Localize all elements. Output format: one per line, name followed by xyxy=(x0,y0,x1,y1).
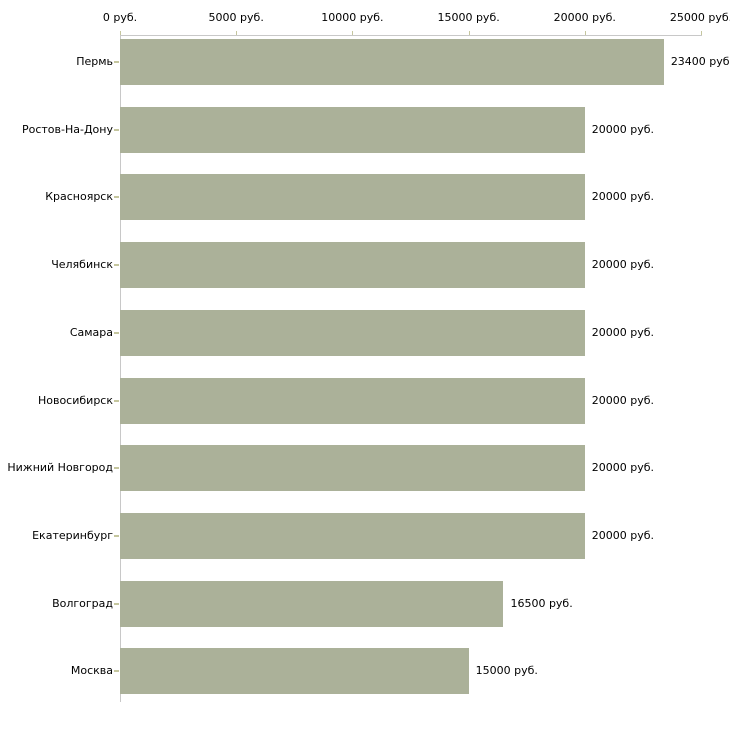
category-label: Челябинск xyxy=(51,258,113,272)
x-tick-label: 10000 руб. xyxy=(321,11,384,24)
x-tick-label: 5000 руб. xyxy=(208,11,264,24)
y-axis-tick xyxy=(114,61,119,63)
category-label: Москва xyxy=(70,664,113,678)
bar xyxy=(120,242,585,289)
x-tick-label: 20000 руб. xyxy=(553,11,616,24)
value-label: 20000 руб. xyxy=(591,528,655,542)
x-axis-line xyxy=(120,35,702,36)
y-axis-tick xyxy=(114,670,119,673)
value-label: 20000 руб. xyxy=(591,461,655,475)
x-axis-tick xyxy=(352,31,354,35)
bar xyxy=(120,377,585,424)
value-label: 20000 руб. xyxy=(591,325,655,339)
y-axis-tick xyxy=(114,196,119,199)
value-label: 20000 руб. xyxy=(591,190,655,204)
x-axis-tick xyxy=(468,31,470,35)
bar xyxy=(120,445,585,492)
value-label: 23400 руб. xyxy=(670,55,730,68)
y-axis-tick xyxy=(114,331,119,334)
category-label: Новосибирск xyxy=(37,393,113,407)
x-tick-label: 15000 руб. xyxy=(437,11,500,24)
category-label: Красноярск xyxy=(45,190,113,204)
value-label: 20000 руб. xyxy=(591,393,655,407)
value-label: 15000 руб. xyxy=(475,664,538,678)
x-tick-label: 25000 руб. xyxy=(669,11,730,24)
category-label: Екатеринбург xyxy=(32,528,113,542)
y-axis-tick xyxy=(114,467,119,470)
category-label: Самара xyxy=(69,325,113,339)
x-axis-tick xyxy=(701,31,702,35)
y-axis-tick xyxy=(114,602,119,605)
y-axis-tick xyxy=(114,128,119,131)
category-label: Ростов-На-Дону xyxy=(21,122,113,136)
y-axis-tick xyxy=(114,399,119,402)
y-axis-line xyxy=(120,35,121,702)
x-axis-tick xyxy=(584,31,586,35)
category-label: Нижний Новгород xyxy=(7,461,113,475)
y-axis-tick xyxy=(114,534,119,537)
bar xyxy=(120,309,585,356)
bar xyxy=(120,580,504,627)
bar xyxy=(120,648,469,695)
category-label: Пермь xyxy=(76,55,113,68)
category-label: Волгоград xyxy=(52,596,113,610)
x-axis-tick xyxy=(120,31,121,35)
value-label: 20000 руб. xyxy=(591,258,655,272)
x-tick-label: 0 руб. xyxy=(102,11,138,24)
bar xyxy=(120,39,664,85)
bar xyxy=(120,512,585,559)
value-label: 16500 руб. xyxy=(510,596,573,610)
bar xyxy=(120,106,585,153)
bar xyxy=(120,174,585,221)
x-axis-tick xyxy=(236,31,238,35)
value-label: 20000 руб. xyxy=(591,122,655,136)
y-axis-tick xyxy=(114,264,119,267)
